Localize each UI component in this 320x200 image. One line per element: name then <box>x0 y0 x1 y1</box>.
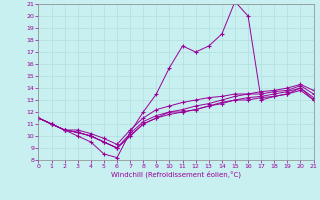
X-axis label: Windchill (Refroidissement éolien,°C): Windchill (Refroidissement éolien,°C) <box>111 171 241 178</box>
